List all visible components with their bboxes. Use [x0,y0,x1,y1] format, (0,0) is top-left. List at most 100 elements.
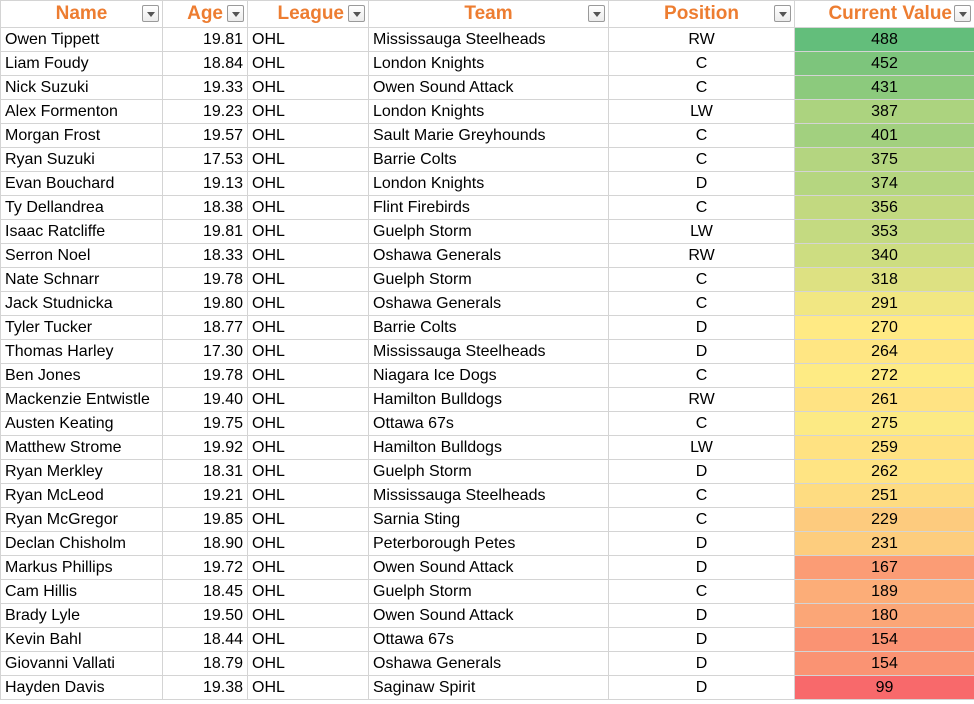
cell-league[interactable]: OHL [247,267,369,292]
cell-team[interactable]: Oshawa Generals [368,291,609,316]
cell-current-value[interactable]: 259 [794,435,974,460]
cell-team[interactable]: Niagara Ice Dogs [368,363,609,388]
cell-age[interactable]: 19.80 [162,291,248,316]
cell-position[interactable]: D [608,651,795,676]
cell-league[interactable]: OHL [247,339,369,364]
cell-league[interactable]: OHL [247,387,369,412]
cell-age[interactable]: 18.84 [162,51,248,76]
cell-position[interactable]: C [608,75,795,100]
cell-current-value[interactable]: 353 [794,219,974,244]
cell-name[interactable]: Giovanni Vallati [0,651,163,676]
cell-current-value[interactable]: 431 [794,75,974,100]
cell-position[interactable]: D [608,315,795,340]
cell-age[interactable]: 18.38 [162,195,248,220]
cell-name[interactable]: Kevin Bahl [0,627,163,652]
cell-league[interactable]: OHL [247,99,369,124]
cell-age[interactable]: 19.21 [162,483,248,508]
cell-league[interactable]: OHL [247,147,369,172]
cell-position[interactable]: C [608,363,795,388]
cell-name[interactable]: Ty Dellandrea [0,195,163,220]
cell-age[interactable]: 18.44 [162,627,248,652]
cell-position[interactable]: D [608,171,795,196]
cell-team[interactable]: Oshawa Generals [368,243,609,268]
cell-team[interactable]: London Knights [368,171,609,196]
cell-team[interactable]: London Knights [368,51,609,76]
cell-name[interactable]: Isaac Ratcliffe [0,219,163,244]
cell-age[interactable]: 19.78 [162,267,248,292]
cell-current-value[interactable]: 375 [794,147,974,172]
cell-name[interactable]: Ben Jones [0,363,163,388]
cell-position[interactable]: C [608,483,795,508]
cell-age[interactable]: 19.23 [162,99,248,124]
filter-dropdown-button[interactable] [348,5,365,22]
cell-league[interactable]: OHL [247,291,369,316]
cell-team[interactable]: Owen Sound Attack [368,555,609,580]
cell-name[interactable]: Nate Schnarr [0,267,163,292]
cell-name[interactable]: Cam Hillis [0,579,163,604]
cell-league[interactable]: OHL [247,579,369,604]
cell-position[interactable]: RW [608,27,795,52]
cell-age[interactable]: 18.90 [162,531,248,556]
cell-current-value[interactable]: 99 [794,675,974,700]
cell-name[interactable]: Morgan Frost [0,123,163,148]
cell-age[interactable]: 18.33 [162,243,248,268]
cell-age[interactable]: 19.57 [162,123,248,148]
cell-current-value[interactable]: 251 [794,483,974,508]
cell-name[interactable]: Thomas Harley [0,339,163,364]
cell-team[interactable]: Guelph Storm [368,459,609,484]
cell-league[interactable]: OHL [247,75,369,100]
cell-age[interactable]: 18.45 [162,579,248,604]
cell-team[interactable]: Flint Firebirds [368,195,609,220]
cell-team[interactable]: Hamilton Bulldogs [368,387,609,412]
cell-position[interactable]: D [608,603,795,628]
cell-league[interactable]: OHL [247,195,369,220]
filter-dropdown-button[interactable] [774,5,791,22]
cell-age[interactable]: 19.92 [162,435,248,460]
cell-league[interactable]: OHL [247,171,369,196]
cell-position[interactable]: C [608,267,795,292]
cell-position[interactable]: C [608,507,795,532]
cell-age[interactable]: 18.79 [162,651,248,676]
cell-league[interactable]: OHL [247,531,369,556]
cell-team[interactable]: Peterborough Petes [368,531,609,556]
cell-team[interactable]: Owen Sound Attack [368,75,609,100]
cell-age[interactable]: 19.50 [162,603,248,628]
cell-team[interactable]: Barrie Colts [368,315,609,340]
cell-league[interactable]: OHL [247,219,369,244]
cell-current-value[interactable]: 189 [794,579,974,604]
cell-team[interactable]: London Knights [368,99,609,124]
cell-league[interactable]: OHL [247,315,369,340]
cell-name[interactable]: Declan Chisholm [0,531,163,556]
cell-age[interactable]: 19.78 [162,363,248,388]
cell-position[interactable]: D [608,339,795,364]
cell-age[interactable]: 19.81 [162,219,248,244]
cell-team[interactable]: Oshawa Generals [368,651,609,676]
cell-name[interactable]: Owen Tippett [0,27,163,52]
cell-age[interactable]: 18.77 [162,315,248,340]
cell-team[interactable]: Guelph Storm [368,219,609,244]
filter-dropdown-button[interactable] [588,5,605,22]
cell-team[interactable]: Sault Marie Greyhounds [368,123,609,148]
cell-position[interactable]: C [608,147,795,172]
cell-position[interactable]: LW [608,219,795,244]
cell-name[interactable]: Nick Suzuki [0,75,163,100]
cell-current-value[interactable]: 275 [794,411,974,436]
cell-name[interactable]: Ryan McLeod [0,483,163,508]
cell-current-value[interactable]: 154 [794,651,974,676]
cell-position[interactable]: RW [608,387,795,412]
filter-dropdown-button[interactable] [142,5,159,22]
cell-name[interactable]: Matthew Strome [0,435,163,460]
cell-current-value[interactable]: 229 [794,507,974,532]
cell-name[interactable]: Ryan McGregor [0,507,163,532]
cell-current-value[interactable]: 264 [794,339,974,364]
cell-team[interactable]: Mississauga Steelheads [368,483,609,508]
cell-team[interactable]: Guelph Storm [368,267,609,292]
cell-position[interactable]: D [608,627,795,652]
cell-position[interactable]: C [608,51,795,76]
cell-current-value[interactable]: 291 [794,291,974,316]
cell-name[interactable]: Markus Phillips [0,555,163,580]
cell-team[interactable]: Ottawa 67s [368,411,609,436]
cell-current-value[interactable]: 387 [794,99,974,124]
cell-league[interactable]: OHL [247,675,369,700]
cell-name[interactable]: Brady Lyle [0,603,163,628]
